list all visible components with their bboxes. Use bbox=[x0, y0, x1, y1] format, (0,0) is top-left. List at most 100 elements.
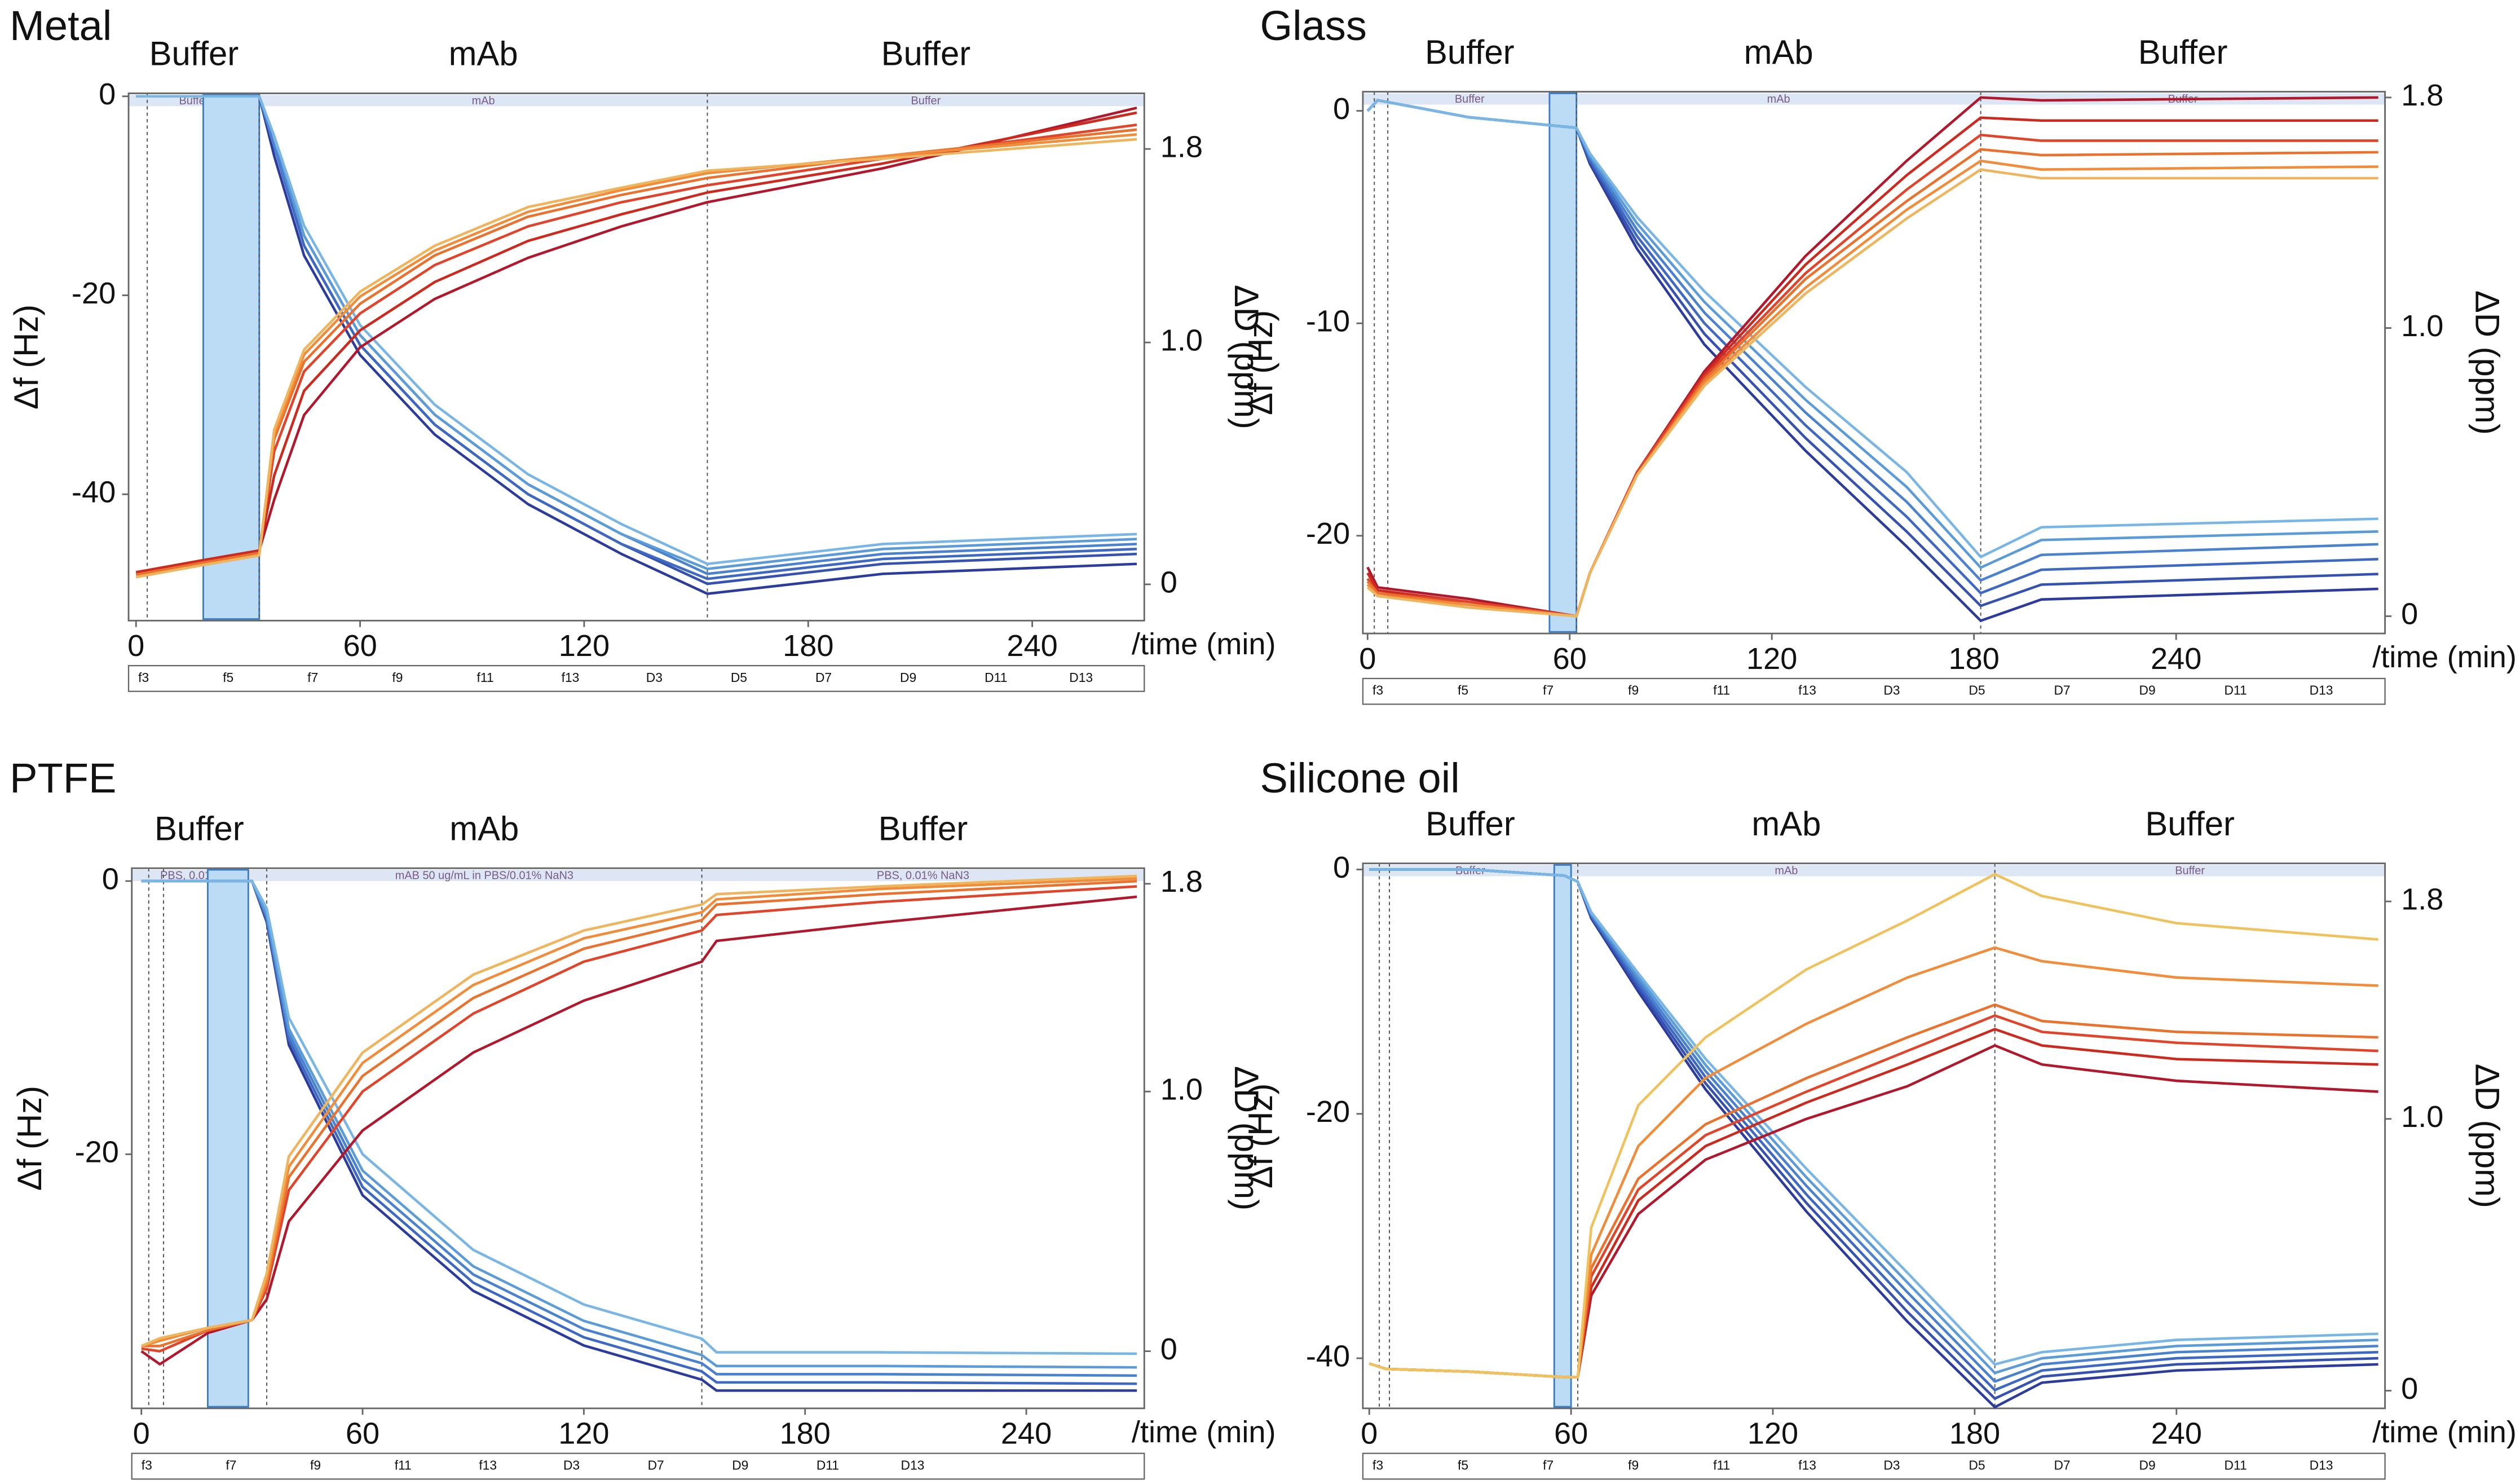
series-line bbox=[141, 879, 1137, 1392]
y2-axis-label: ΔD (ppm) bbox=[2468, 1064, 2506, 1208]
legend-entry: D11 bbox=[2225, 1457, 2247, 1472]
strip-label: Buffer bbox=[2175, 865, 2205, 877]
series-line bbox=[141, 877, 1137, 1348]
series-line bbox=[1366, 133, 2378, 618]
panel-title: Metal bbox=[10, 2, 112, 49]
legend-box bbox=[127, 664, 1145, 692]
legend-entry: D5 bbox=[731, 670, 747, 685]
y-tick-label: -20 bbox=[72, 276, 116, 310]
legend-entry: D3 bbox=[646, 670, 663, 685]
series-line bbox=[1366, 148, 2378, 618]
series-line bbox=[136, 95, 1137, 566]
y-axis-label: Δf (Hz) bbox=[1242, 1084, 1279, 1188]
legend-entry: f11 bbox=[395, 1457, 412, 1472]
y-axis-label: Δf (Hz) bbox=[1242, 310, 1279, 415]
phase-label: Buffer bbox=[881, 35, 971, 73]
legend-entry: f3 bbox=[1372, 1457, 1383, 1472]
series-line bbox=[1366, 99, 2378, 569]
panel-title: Glass bbox=[1260, 2, 1367, 49]
strip-label: mAb bbox=[1767, 93, 1790, 105]
legend-entry: f7 bbox=[226, 1457, 236, 1472]
series-line bbox=[135, 111, 1137, 574]
strip-label: mAb bbox=[472, 95, 495, 107]
y-tick-label: 0 bbox=[1333, 851, 1350, 884]
series-line bbox=[1369, 868, 2378, 1383]
legend-entry: D7 bbox=[2054, 1457, 2070, 1472]
y2-tick-label: 1.0 bbox=[2401, 1100, 2443, 1134]
legend-entry: f5 bbox=[1458, 683, 1468, 698]
series-line bbox=[1369, 1028, 2378, 1379]
legend-entry: D13 bbox=[2310, 683, 2333, 698]
strip-label: mAb bbox=[1775, 865, 1798, 877]
x-tick-label: 180 bbox=[783, 629, 833, 663]
series-line bbox=[1366, 99, 2378, 595]
x-tick-label: 240 bbox=[1001, 1417, 1052, 1451]
legend-entry: f13 bbox=[562, 670, 580, 685]
series-line bbox=[1369, 1044, 2378, 1379]
series-line bbox=[1369, 868, 2378, 1375]
panel-title: Silicone oil bbox=[1260, 755, 1460, 802]
y2-tick-label: 1.8 bbox=[2401, 882, 2443, 916]
phase-label: Buffer bbox=[149, 35, 239, 73]
y-tick-label: -40 bbox=[72, 475, 116, 509]
legend-entry: D9 bbox=[900, 670, 916, 685]
x-tick-label: 240 bbox=[2151, 642, 2201, 676]
y2-axis-label: ΔD (ppm) bbox=[1228, 1066, 1265, 1210]
x-tick-label: 240 bbox=[1007, 629, 1057, 663]
legend-entry: D7 bbox=[815, 670, 832, 685]
y2-tick-label: 1.0 bbox=[1160, 1072, 1203, 1106]
plot-frame bbox=[131, 867, 1145, 1410]
phase-label: mAb bbox=[1751, 805, 1821, 843]
plot-frame bbox=[1362, 862, 2386, 1410]
series-line bbox=[141, 879, 1137, 1369]
x-tick-label: 0 bbox=[1361, 1417, 1378, 1451]
y2-tick-label: 1.0 bbox=[1160, 323, 1203, 357]
strip-label: Buffer bbox=[911, 95, 941, 107]
injection-band bbox=[206, 869, 249, 1408]
legend-entry: f7 bbox=[1543, 683, 1554, 698]
panel: Silicone oilBufferBuffermAbmAbBufferBuff… bbox=[1242, 755, 2517, 1480]
series-line bbox=[136, 95, 1137, 570]
y-tick-label: 0 bbox=[1333, 92, 1350, 126]
plot-frame bbox=[1362, 91, 2386, 635]
legend-entry: D13 bbox=[2310, 1457, 2333, 1472]
x-tick-label: 120 bbox=[559, 629, 610, 663]
phase-label: Buffer bbox=[879, 809, 968, 847]
y-tick-label: 0 bbox=[102, 862, 119, 896]
series-line bbox=[141, 885, 1137, 1353]
legend-entry: f3 bbox=[1372, 683, 1383, 698]
legend-entry: f11 bbox=[1713, 683, 1730, 698]
y2-tick-label: 0 bbox=[1160, 565, 1177, 599]
x-tick-label: 180 bbox=[780, 1417, 831, 1451]
x-axis-label: /time (min) bbox=[2372, 1415, 2517, 1449]
y-tick-label: -20 bbox=[1306, 517, 1350, 551]
phase-label: Buffer bbox=[1425, 33, 1515, 71]
legend-entry: f13 bbox=[1798, 1457, 1816, 1472]
legend-entry: D13 bbox=[1069, 670, 1093, 685]
x-axis-label: /time (min) bbox=[1132, 1415, 1276, 1449]
x-axis-label: /time (min) bbox=[2372, 640, 2517, 674]
y-tick-label: -40 bbox=[1306, 1339, 1350, 1373]
series-line bbox=[140, 874, 1137, 1348]
series-line bbox=[1366, 99, 2378, 607]
legend-entry: f3 bbox=[142, 1457, 152, 1472]
y2-tick-label: 0 bbox=[1160, 1332, 1177, 1366]
legend-entry: D11 bbox=[817, 1457, 839, 1472]
legend-entry: D5 bbox=[1969, 683, 1985, 698]
legend-entry: D9 bbox=[2139, 1457, 2156, 1472]
injection-band bbox=[202, 94, 261, 620]
series-line bbox=[1369, 1014, 2378, 1379]
legend-entry: f11 bbox=[1713, 1457, 1730, 1472]
strip-label: Buffer bbox=[1455, 865, 1485, 877]
legend-entry: D7 bbox=[2054, 683, 2070, 698]
y-axis-label: Δf (Hz) bbox=[11, 1086, 48, 1191]
x-tick-label: 120 bbox=[1746, 642, 1797, 676]
legend-entry: f13 bbox=[1798, 683, 1816, 698]
x-tick-label: 60 bbox=[346, 1417, 379, 1451]
phase-label: mAb bbox=[449, 35, 518, 73]
legend-entry: f11 bbox=[477, 670, 494, 685]
y2-tick-label: 1.8 bbox=[2401, 78, 2443, 112]
legend-entry: D9 bbox=[2139, 683, 2156, 698]
legend-entry: f7 bbox=[1543, 1457, 1554, 1472]
